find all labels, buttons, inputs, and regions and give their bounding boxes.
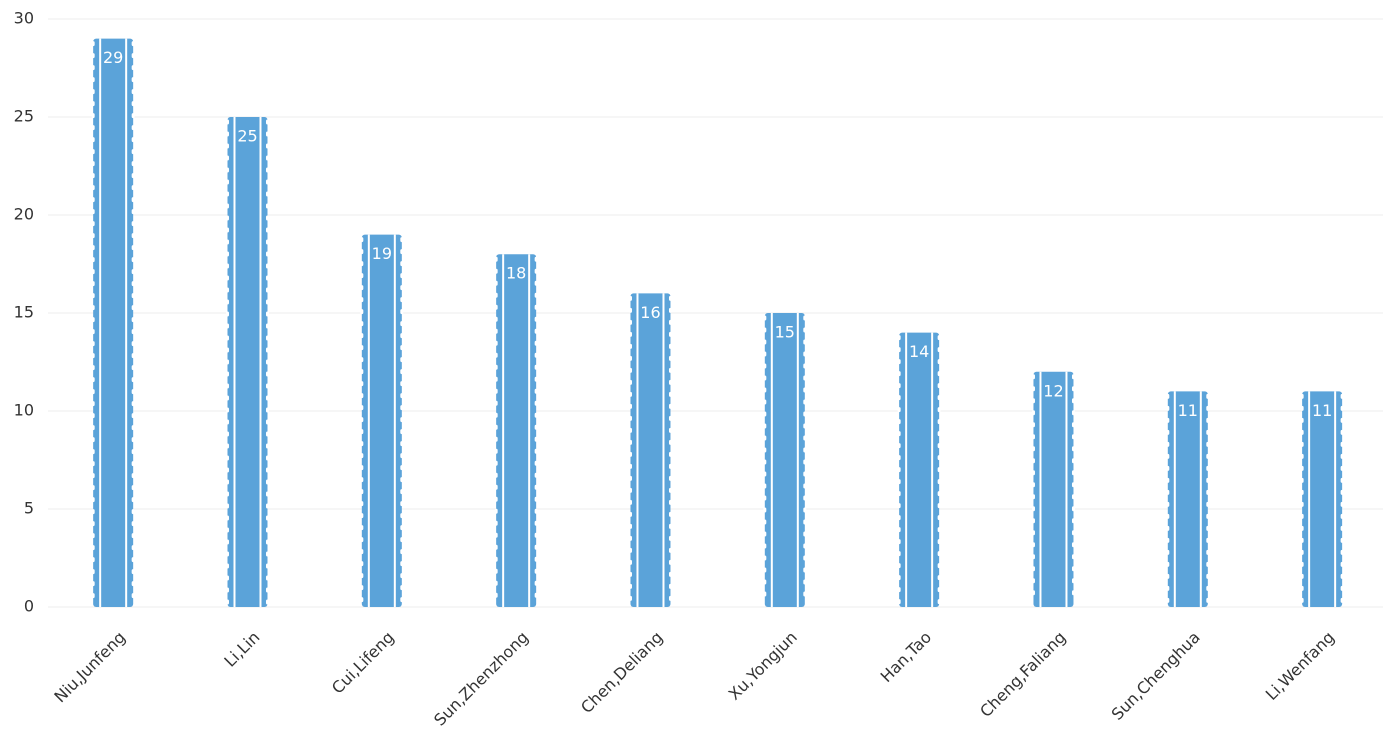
value-label: 29: [103, 48, 123, 67]
bar: [1167, 391, 1208, 607]
bar: [1302, 391, 1343, 607]
x-tick-label: Niu,Junfeng: [50, 628, 129, 707]
value-label: 11: [1312, 401, 1332, 420]
bar: [227, 117, 268, 607]
x-tick-label: Sun,Chenghua: [1108, 628, 1204, 724]
bar: [764, 313, 805, 607]
x-tick-label: Sun,Zhenzhong: [430, 628, 532, 730]
value-label: 12: [1043, 381, 1063, 400]
bar: [496, 254, 537, 607]
bar: [630, 293, 671, 607]
value-label: 25: [237, 127, 257, 146]
value-label: 19: [372, 244, 392, 263]
x-tick-label: Cui,Lifeng: [328, 628, 398, 698]
y-tick-label: 15: [14, 303, 34, 322]
value-label: 16: [640, 303, 660, 322]
y-tick-label: 5: [24, 499, 34, 518]
x-tick-label: Li,Wenfang: [1262, 628, 1338, 704]
y-tick-label: 20: [14, 205, 34, 224]
value-label: 15: [775, 323, 795, 342]
value-label: 14: [909, 342, 929, 361]
x-tick-label: Xu,Yongjun: [725, 628, 801, 704]
value-label: 18: [506, 264, 526, 283]
x-tick-label: Cheng,Faliang: [976, 628, 1069, 721]
bar: [361, 234, 402, 607]
value-label: 11: [1178, 401, 1198, 420]
y-tick-label: 25: [14, 107, 34, 126]
y-tick-label: 30: [14, 9, 34, 28]
bar: [1033, 371, 1074, 607]
y-tick-label: 10: [14, 401, 34, 420]
x-tick-label: Chen,Deliang: [577, 628, 666, 717]
x-tick-label: Han,Tao: [877, 628, 936, 687]
bar: [93, 38, 134, 608]
bar: [899, 332, 940, 607]
y-tick-label: 0: [24, 597, 34, 616]
x-tick-label: Li,Lin: [220, 628, 263, 671]
